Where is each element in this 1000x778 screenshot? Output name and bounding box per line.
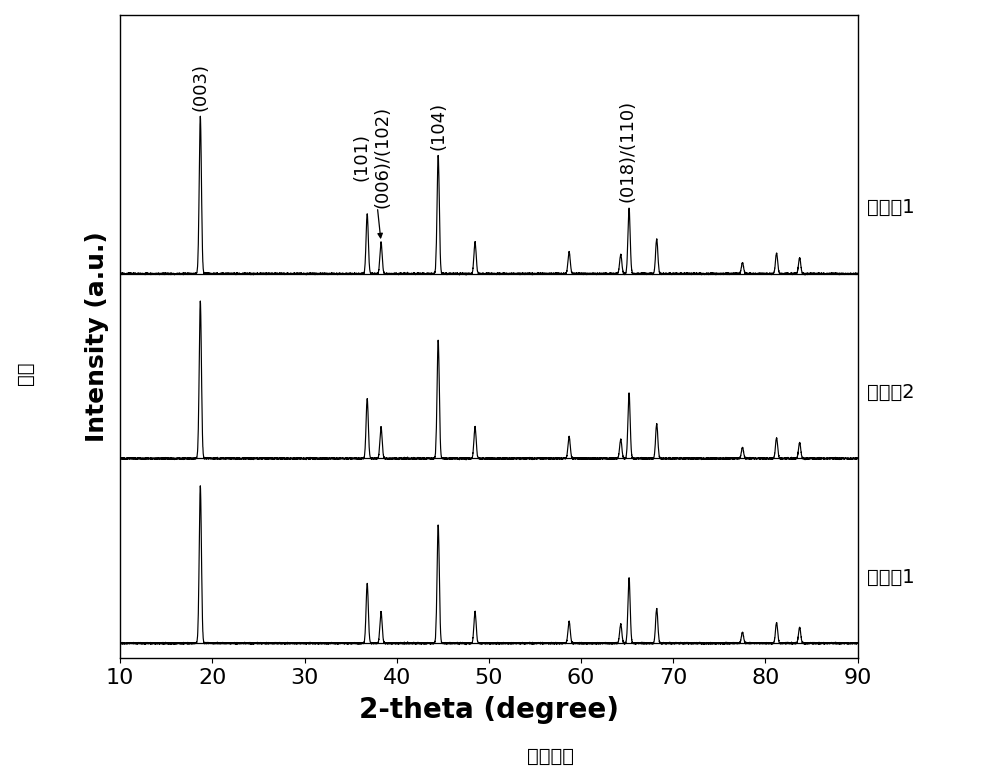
Text: (101)
(006)/(102): (101) (006)/(102) xyxy=(352,107,391,209)
Text: 强度: 强度 xyxy=(16,362,34,385)
Text: 实施例1: 实施例1 xyxy=(867,198,915,217)
Text: 对比例2: 对比例2 xyxy=(867,383,915,402)
Text: 入射角度: 入射角度 xyxy=(526,748,574,766)
Text: (003): (003) xyxy=(191,63,209,111)
Text: (018)/(110): (018)/(110) xyxy=(618,100,636,202)
Text: (104): (104) xyxy=(429,102,447,150)
Text: 对比例1: 对比例1 xyxy=(867,568,915,587)
Y-axis label: Intensity (a.u.): Intensity (a.u.) xyxy=(85,231,109,442)
X-axis label: 2-theta (degree): 2-theta (degree) xyxy=(359,696,619,724)
